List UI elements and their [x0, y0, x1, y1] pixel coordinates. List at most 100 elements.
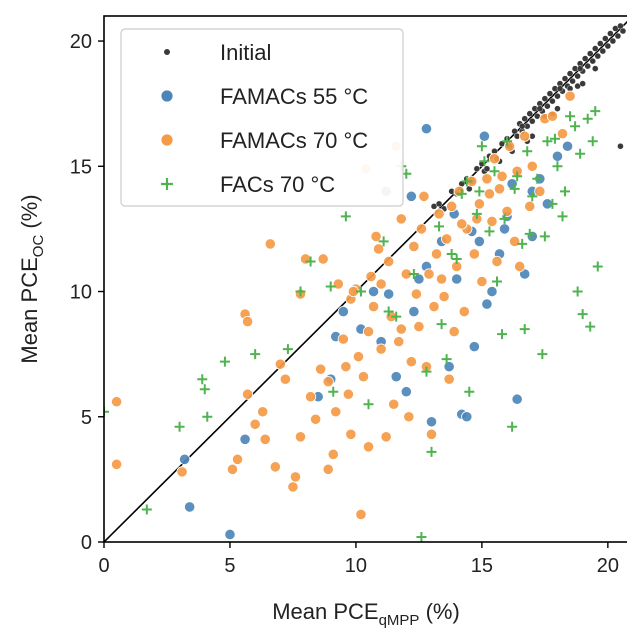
y-tick-label: 5: [81, 407, 92, 429]
data-point: [250, 349, 261, 360]
data-point: [544, 102, 551, 110]
legend-item: FAMACs 55 °C: [160, 84, 368, 109]
x-tick-label: 15: [471, 555, 493, 577]
data-point: [587, 50, 594, 57]
data-point: [355, 286, 366, 297]
data-point: [537, 349, 548, 360]
x-axis-label-sub: qMPP: [379, 612, 420, 629]
data-point: [363, 399, 374, 410]
data-point: [529, 117, 536, 125]
data-point: [587, 136, 598, 147]
data-point: [383, 255, 395, 268]
axes: 0 5 10 15 20 0 5 10 15 20: [70, 15, 627, 577]
data-point: [325, 281, 336, 292]
data-point: [322, 376, 334, 388]
data-point: [410, 288, 422, 300]
data-point: [554, 92, 561, 100]
data-point: [408, 240, 420, 253]
data-point: [574, 82, 581, 90]
data-point: [597, 40, 604, 47]
data-point: [468, 248, 480, 260]
data-point: [526, 230, 538, 243]
data-point: [435, 273, 448, 285]
data-point: [609, 37, 617, 45]
data-point: [546, 90, 554, 97]
data-point: [574, 72, 581, 80]
data-point: [294, 431, 307, 443]
data-point: [479, 156, 490, 167]
data-point: [357, 371, 370, 383]
data-point: [453, 185, 465, 197]
data-point: [388, 398, 400, 410]
data-point: [375, 278, 387, 290]
data-point: [572, 286, 583, 297]
data-point: [430, 248, 443, 260]
data-point: [199, 384, 210, 395]
data-point: [473, 165, 481, 172]
data-point: [607, 30, 614, 37]
data-point: [426, 446, 437, 457]
data-point: [584, 62, 591, 70]
data-point: [184, 501, 196, 513]
y-tick-label: 20: [70, 31, 92, 53]
data-point: [592, 45, 599, 52]
data-point: [594, 52, 601, 60]
data-point: [202, 411, 213, 422]
data-point: [257, 406, 269, 418]
data-point: [355, 508, 367, 521]
data-point: [282, 344, 293, 355]
data-point: [576, 65, 584, 72]
data-point: [493, 183, 506, 195]
data-point: [458, 305, 470, 318]
data-point: [546, 110, 559, 122]
legend-marker: [164, 49, 170, 55]
data-point: [405, 356, 417, 368]
data-point: [527, 191, 538, 202]
data-point: [416, 531, 427, 542]
data-point: [549, 97, 556, 105]
data-point: [328, 386, 339, 397]
data-point: [315, 363, 327, 375]
data-point: [395, 213, 407, 225]
data-point: [340, 361, 352, 373]
data-point: [512, 171, 523, 182]
data-point: [327, 448, 339, 460]
data-point: [395, 323, 407, 335]
data-point: [473, 235, 485, 248]
data-point: [375, 343, 387, 355]
data-point: [570, 121, 581, 132]
data-point: [367, 300, 380, 313]
data-point: [446, 248, 457, 259]
data-point: [370, 230, 382, 243]
legend-box: [120, 28, 404, 207]
data-point: [176, 466, 188, 478]
data-point: [393, 336, 405, 348]
data-point: [456, 188, 467, 199]
data-point: [481, 298, 493, 310]
data-point: [239, 433, 251, 445]
data-point: [599, 47, 607, 55]
data-point: [104, 406, 109, 417]
data-point: [295, 286, 306, 297]
data-point: [619, 27, 627, 35]
data-point: [430, 203, 438, 210]
data-point: [499, 213, 510, 224]
data-point: [474, 186, 485, 197]
data-point: [561, 140, 574, 152]
data-point: [617, 22, 624, 30]
data-point: [517, 238, 528, 249]
x-axis-label-unit: (%): [419, 599, 459, 624]
data-point: [536, 105, 544, 112]
data-point: [522, 146, 533, 157]
data-point: [589, 57, 596, 65]
data-point: [443, 373, 455, 385]
data-point: [249, 418, 261, 430]
data-point: [299, 253, 312, 265]
data-point: [367, 285, 380, 298]
data-point: [602, 35, 609, 42]
data-point: [403, 411, 415, 423]
data-point: [565, 111, 576, 122]
data-point: [317, 253, 329, 265]
data-point: [451, 253, 462, 264]
